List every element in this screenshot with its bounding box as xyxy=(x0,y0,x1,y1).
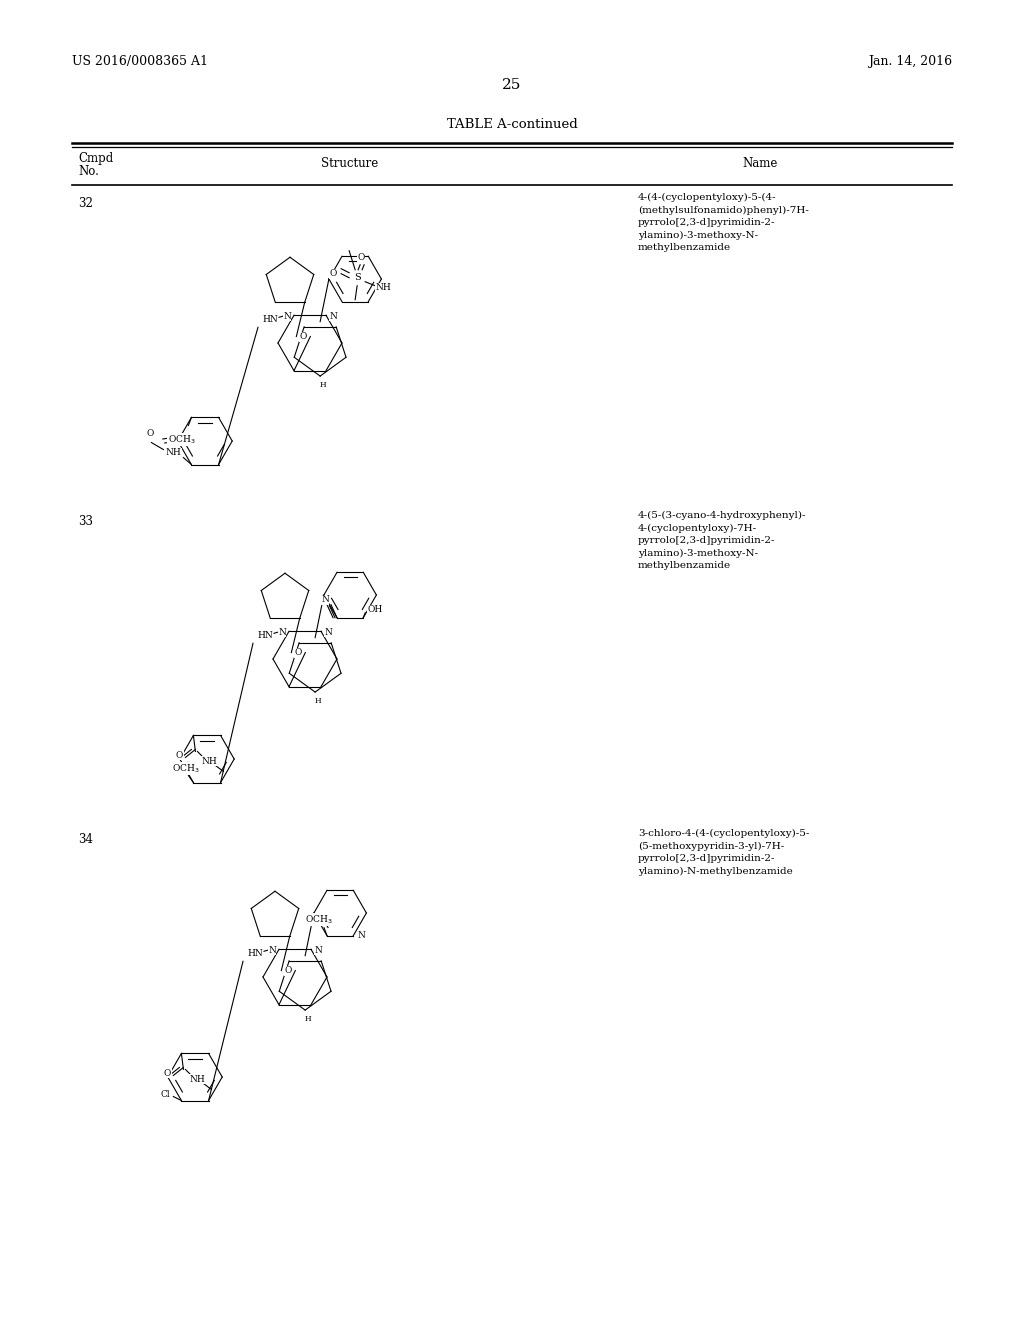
Text: US 2016/0008365 A1: US 2016/0008365 A1 xyxy=(72,55,208,69)
Text: HN: HN xyxy=(262,314,278,323)
Text: 4-(4-(cyclopentyloxy)-5-(4-
(methylsulfonamido)phenyl)-7H-
pyrrolo[2,3-d]pyrimid: 4-(4-(cyclopentyloxy)-5-(4- (methylsulfo… xyxy=(638,193,809,252)
Text: Cmpd: Cmpd xyxy=(78,152,114,165)
Text: O: O xyxy=(164,1069,171,1078)
Text: NH: NH xyxy=(189,1074,205,1084)
Text: Name: Name xyxy=(742,157,777,170)
Text: O: O xyxy=(146,429,154,437)
Text: O: O xyxy=(300,333,307,341)
Text: H: H xyxy=(305,1015,311,1023)
Text: N: N xyxy=(283,312,291,321)
Text: H: H xyxy=(314,697,322,705)
Text: 34: 34 xyxy=(78,833,93,846)
Text: No.: No. xyxy=(78,165,99,178)
Text: OCH$_3$: OCH$_3$ xyxy=(172,763,200,775)
Text: N: N xyxy=(268,946,275,954)
Text: HN: HN xyxy=(247,949,263,958)
Text: Cl: Cl xyxy=(161,1090,170,1100)
Text: S: S xyxy=(353,273,360,282)
Text: OCH$_3$: OCH$_3$ xyxy=(305,913,333,925)
Text: N: N xyxy=(324,628,332,636)
Text: H: H xyxy=(319,381,327,389)
Text: HN: HN xyxy=(257,631,272,640)
Text: OH: OH xyxy=(368,606,383,614)
Text: TABLE A-continued: TABLE A-continued xyxy=(446,117,578,131)
Text: O: O xyxy=(176,751,183,760)
Text: 33: 33 xyxy=(78,515,93,528)
Text: N: N xyxy=(314,946,322,954)
Text: 25: 25 xyxy=(503,78,521,92)
Text: Structure: Structure xyxy=(322,157,379,170)
Text: NH: NH xyxy=(166,447,181,457)
Text: O: O xyxy=(295,648,302,657)
Text: O: O xyxy=(285,966,292,975)
Text: N: N xyxy=(322,595,329,605)
Text: N: N xyxy=(357,931,366,940)
Text: N: N xyxy=(329,312,337,321)
Text: NH: NH xyxy=(202,756,217,766)
Text: 3-chloro-4-(4-(cyclopentyloxy)-5-
(5-methoxypyridin-3-yl)-7H-
pyrrolo[2,3-d]pyri: 3-chloro-4-(4-(cyclopentyloxy)-5- (5-met… xyxy=(638,829,809,876)
Text: 4-(5-(3-cyano-4-hydroxyphenyl)-
4-(cyclopentyloxy)-7H-
pyrrolo[2,3-d]pyrimidin-2: 4-(5-(3-cyano-4-hydroxyphenyl)- 4-(cyclo… xyxy=(638,511,807,570)
Text: NH: NH xyxy=(375,284,391,292)
Text: O: O xyxy=(357,253,365,263)
Text: O: O xyxy=(330,269,337,279)
Text: N: N xyxy=(279,628,286,636)
Text: Jan. 14, 2016: Jan. 14, 2016 xyxy=(868,55,952,69)
Text: OCH$_3$: OCH$_3$ xyxy=(168,433,196,446)
Text: 32: 32 xyxy=(78,197,93,210)
